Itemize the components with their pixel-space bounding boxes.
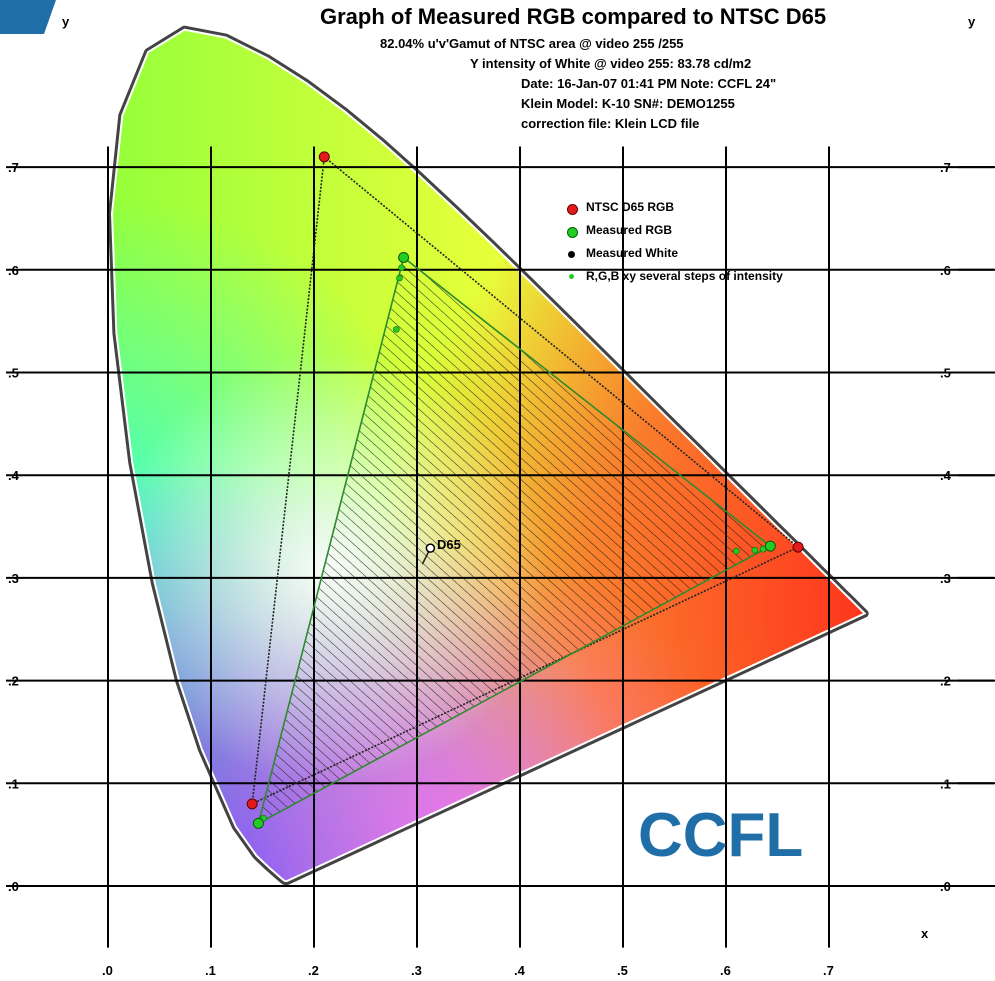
ntsc-point [792, 541, 804, 553]
y-tick-label-right: .1 [940, 776, 951, 791]
y-axis-label-left: y [62, 14, 70, 29]
measured-gamut-triangle [257, 256, 772, 825]
ccfl-watermark: CCFL [638, 801, 804, 870]
legend-marker-steps [569, 274, 574, 279]
y-tick-label-left: .5 [8, 366, 19, 381]
header-line-model: Klein Model: K-10 SN#: DEMO1255 [521, 96, 735, 111]
ntsc-gamut-triangle [251, 155, 800, 806]
x-tick-label: .0 [102, 963, 113, 978]
ntsc-point [246, 798, 258, 810]
x-tick-label: .1 [205, 963, 216, 978]
measured-point [398, 251, 410, 263]
y-tick-label-right: .4 [940, 468, 952, 483]
x-tick-label: .4 [514, 963, 526, 978]
header-line-date: Date: 16-Jan-07 01:41 PM Note: CCFL 24" [521, 76, 777, 91]
header-line-gamut: 82.04% u'v'Gamut of NTSC area @ video 25… [380, 36, 684, 51]
legend-marker-measured [567, 227, 578, 238]
legend-marker-ntsc [567, 204, 578, 215]
y-tick-label-right: .2 [940, 674, 951, 689]
y-tick-label-right: .5 [940, 366, 951, 381]
y-tick-label-right: .7 [940, 160, 951, 175]
legend-white: Measured White [586, 246, 679, 260]
chart-title: Graph of Measured RGB compared to NTSC D… [320, 4, 827, 29]
d65-label: D65 [437, 537, 461, 552]
measured-white-point [425, 543, 436, 553]
intensity-step-point [393, 326, 400, 333]
measured-point [764, 540, 776, 552]
y-tick-label-left: .1 [8, 776, 19, 791]
header-line-correction: correction file: Klein LCD file [521, 116, 700, 131]
legend-marker-white [568, 251, 575, 258]
corner-tab [0, 0, 56, 34]
intensity-step-point [732, 547, 740, 555]
y-tick-label-right: .6 [940, 263, 951, 278]
y-tick-label-left: .4 [8, 468, 20, 483]
x-axis-label: x [921, 926, 929, 941]
y-tick-label-left: .3 [8, 571, 19, 586]
y-tick-label-right: .3 [940, 571, 951, 586]
legend-ntsc: NTSC D65 RGB [586, 200, 675, 214]
header-line-intensity: Y intensity of White @ video 255: 83.78 … [470, 56, 752, 71]
x-tick-label: .6 [720, 963, 731, 978]
legend-measured: Measured RGB [586, 223, 673, 237]
y-tick-label-left: .2 [8, 674, 19, 689]
measured-point [252, 817, 264, 829]
x-tick-label: .3 [411, 963, 422, 978]
y-tick-label-left: .0 [8, 879, 19, 894]
intensity-step-point [396, 274, 403, 282]
y-axis-label-right: y [968, 14, 976, 29]
data-points [246, 151, 804, 829]
x-tick-label: .5 [617, 963, 628, 978]
tick-labels: .0 .1 .2 .3 .4 .5 .6 .7 .0 .0 .1 .1 .2 .2 .3 .3 .4 .4 .5 .5… [8, 160, 952, 978]
intensity-step-point [751, 546, 759, 554]
x-tick-label: .7 [823, 963, 834, 978]
y-tick-label-right: .0 [940, 879, 951, 894]
y-tick-label-left: .6 [8, 263, 19, 278]
measured-gamut-hatch [258, 257, 771, 824]
ntsc-point [318, 151, 330, 163]
intensity-step-point [398, 264, 405, 272]
x-tick-label: .2 [308, 963, 319, 978]
y-tick-label-left: .7 [8, 160, 19, 175]
legend-steps: R,G,B xy several steps of intensity [586, 269, 783, 283]
